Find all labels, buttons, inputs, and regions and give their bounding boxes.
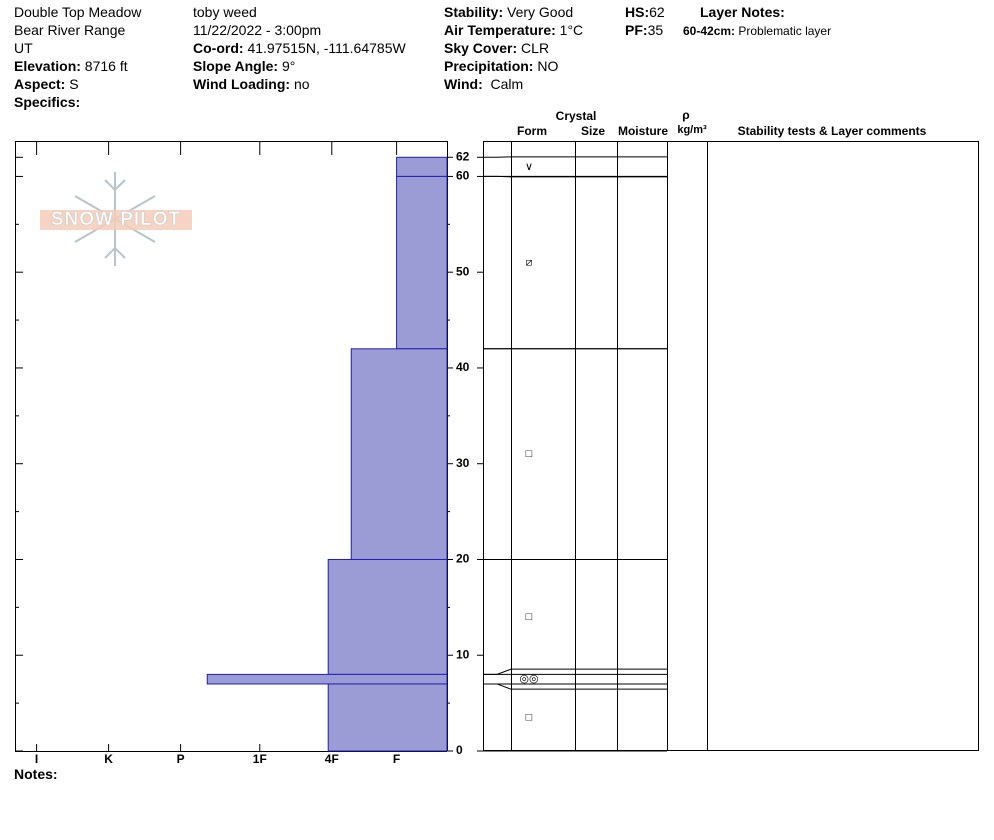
layer-notes: Layer Notes: [700,4,785,20]
observer: toby weed [193,4,257,20]
x-tick-label: 1F [253,752,267,766]
value: 1°C [559,22,584,38]
notes: Notes: [14,766,58,782]
label: Slope Angle: [193,58,279,74]
label: Sky Cover: [444,40,518,56]
specifics: Specifics: [14,94,80,110]
crystal-form: ∨ [525,161,533,173]
air-temp: Air Temperature: 1°C [444,22,583,38]
value: CLR [521,40,550,56]
wind-loading: Wind Loading: no [193,76,310,92]
col-header: Form [517,124,547,138]
y-tick-label: 20 [456,552,470,566]
hardness-bar [206,673,448,685]
logo: SNOW PILOT [51,209,181,230]
value: 62 [649,4,665,20]
hardness-bar [396,175,448,350]
panel-frame [483,141,979,751]
value: Problematic layer [738,24,832,38]
crystal-form: □ [526,711,533,723]
col-header: kg/m³ [677,124,707,136]
crystal-form: □ [526,448,533,460]
y-tick-label: 40 [456,360,470,374]
label: Layer Notes: [700,4,785,20]
coord: Co-ord: 41.97515N, -111.64785W [193,40,406,56]
value: 35 [647,22,664,38]
label: Stability: [444,4,504,20]
col-header: Stability tests & Layer comments [738,124,927,138]
value: Very Good [507,4,574,20]
value: no [293,76,310,92]
value: Calm [490,76,524,92]
col-header: Crystal [556,109,597,123]
wind: Wind: Calm [444,76,523,92]
label: 60-42cm: [683,24,736,38]
label: PF: [625,22,648,38]
slope: Slope Angle: 9° [193,58,295,74]
value: 41.97515N, -111.64785W [247,40,406,56]
label: Wind: [444,76,483,92]
col-header: ρ [682,108,689,122]
y-tick-label: 62 [456,149,470,163]
elevation: Elevation: 8716 ft [14,58,128,74]
datetime: 11/22/2022 - 3:00pm [193,22,322,38]
pf: PF:35 [625,22,663,38]
sky: Sky Cover: CLR [444,40,549,56]
x-tick-label: F [393,752,400,766]
label: Air Temperature: [444,22,556,38]
label: Notes: [14,766,58,782]
precip: Precipitation: NO [444,58,558,74]
hardness-bar [396,156,448,177]
y-tick-label: 0 [456,743,463,757]
x-tick-label: I [35,752,38,766]
crystal-form: ⧄ [526,257,533,269]
range: Bear River Range [14,22,126,38]
label: HS: [625,4,650,20]
label: Wind Loading: [193,76,291,92]
hardness-bar [350,348,448,560]
x-tick-label: 4F [325,752,339,766]
hardness-bar [327,683,448,752]
value: S [69,76,79,92]
col-header: Size [581,124,605,138]
hardness-bar [327,558,448,675]
label: Specifics: [14,94,81,110]
logo-band [40,210,192,230]
crystal-form: □ [526,611,533,623]
x-tick-label: K [104,752,113,766]
label: Elevation: [14,58,81,74]
value: NO [537,58,559,74]
layer-line [483,668,667,675]
aspect: Aspect: S [14,76,79,92]
layer-note: 60-42cm: Problematic layer [683,24,831,38]
label: Co-ord: [193,40,244,56]
hs: HS:62 [625,4,665,20]
crystal-form: ◎◎ [519,673,538,685]
value: 8716 ft [84,58,128,74]
label: Precipitation: [444,58,534,74]
right-panel [483,141,979,751]
stability: Stability: Very Good [444,4,573,20]
value: 9° [281,58,296,74]
y-tick-label: 10 [456,647,470,661]
y-tick-label: 50 [456,264,470,278]
site: Double Top Meadow [14,4,142,20]
y-tick-label: 60 [456,169,470,183]
x-tick-label: P [177,752,185,766]
y-tick-label: 30 [456,456,470,470]
col-header: Moisture [618,124,668,138]
state: UT [14,40,33,56]
label: Aspect: [14,76,66,92]
